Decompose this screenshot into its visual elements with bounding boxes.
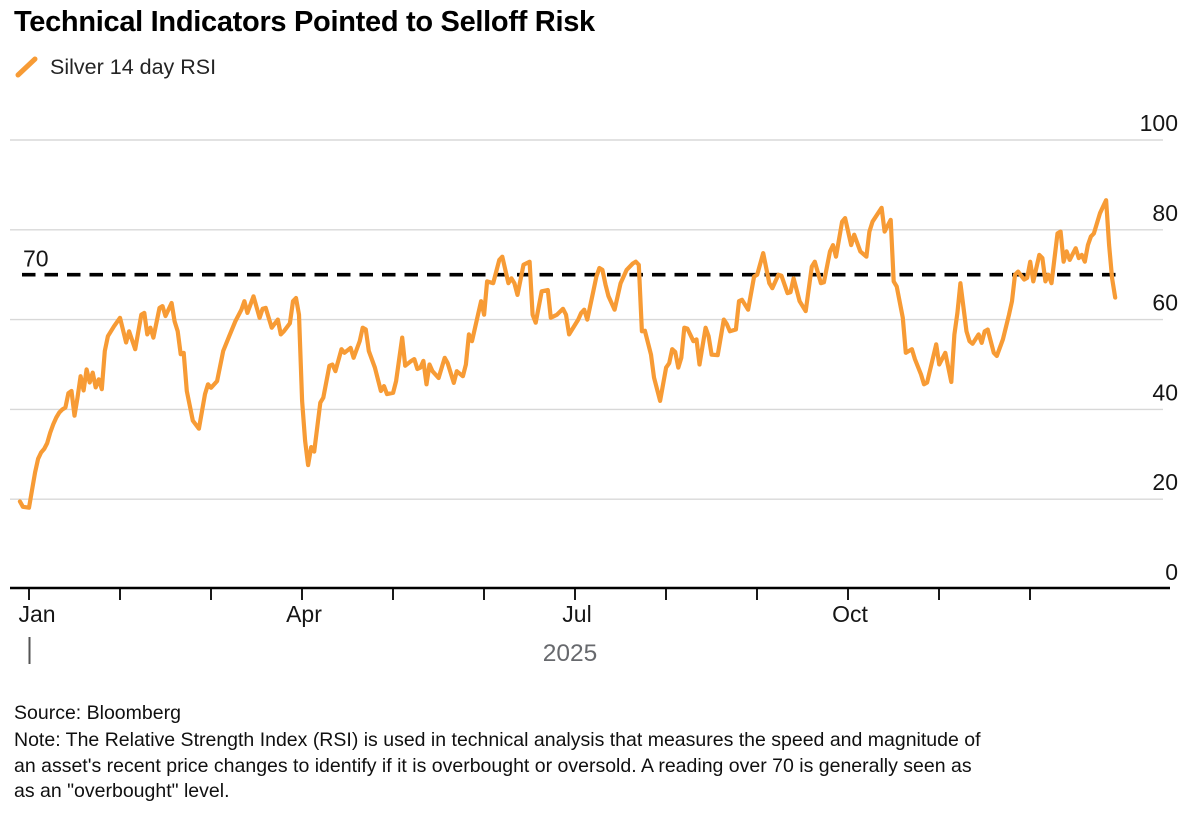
y-tick-label: 100 — [1140, 110, 1178, 136]
rsi-series-line — [17, 198, 1118, 510]
source-text: Source: Bloomberg — [14, 702, 181, 724]
chart-canvas: 100 80 60 40 20 0 70 Jan Apr Jul Oct 2025 — [10, 110, 1178, 667]
rsi-line-chart: 100 80 60 40 20 0 70 Jan Apr Jul Oct 2025 — [10, 110, 1178, 667]
chart-title: Technical Indicators Pointed to Selloff … — [14, 6, 595, 38]
x-tick-label: Jul — [562, 601, 591, 627]
chart-footer: Source: Bloomberg Note: The Relative Str… — [14, 702, 1172, 805]
x-tick-label: Oct — [832, 601, 868, 627]
note-line: an asset's recent price changes to ident… — [14, 754, 972, 777]
y-tick-label: 0 — [1165, 559, 1178, 585]
threshold-label: 70 — [23, 246, 49, 272]
series-swatch-slash-icon — [15, 56, 38, 78]
note-line: as an "overbought" level. — [14, 780, 230, 802]
x-tick-label: Jan — [18, 601, 55, 627]
year-label: 2025 — [543, 640, 598, 667]
legend-series-label: Silver 14 day RSI — [50, 54, 217, 79]
y-tick-label: 60 — [1152, 290, 1178, 316]
y-tick-label: 80 — [1152, 200, 1178, 226]
y-tick-label: 40 — [1152, 379, 1178, 405]
y-tick-label: 20 — [1152, 469, 1178, 495]
note-text: Note: The Relative Strength Index (RSI) … — [14, 728, 1172, 805]
legend: Silver 14 day RSI — [14, 54, 216, 80]
note-line: Note: The Relative Strength Index (RSI) … — [14, 729, 981, 751]
x-tick-label: Apr — [286, 601, 322, 627]
